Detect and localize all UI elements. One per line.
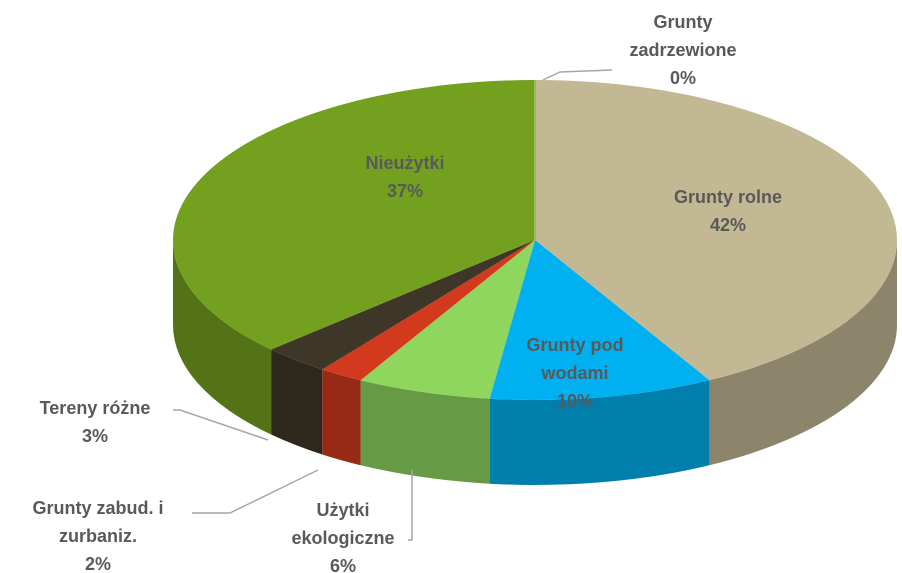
category-name: Tereny różne bbox=[39, 398, 151, 418]
category-name: Grunty pod wodami bbox=[526, 335, 624, 383]
slice-top bbox=[489, 240, 710, 400]
slice-side-face bbox=[322, 369, 361, 466]
data-label: Nieużytki 37% bbox=[325, 149, 485, 205]
slice-top bbox=[535, 80, 898, 381]
slice bbox=[271, 240, 535, 370]
category-name: Grunty zadrzewione bbox=[629, 12, 737, 60]
slice-side-face bbox=[271, 349, 323, 455]
slice-top bbox=[172, 80, 535, 350]
slice bbox=[360, 240, 535, 399]
value-label: 3% bbox=[81, 426, 108, 446]
slice-side-face bbox=[173, 240, 272, 435]
leader-lines bbox=[173, 69, 613, 541]
slice-side-face bbox=[489, 380, 710, 485]
value-label: 6% bbox=[329, 556, 356, 573]
slice-side bbox=[489, 380, 710, 485]
slice-side bbox=[271, 349, 323, 455]
slice bbox=[489, 240, 710, 400]
category-name: Grunty rolne bbox=[673, 187, 782, 207]
leader-line bbox=[408, 470, 413, 541]
slice-top bbox=[322, 240, 535, 381]
slice bbox=[172, 80, 535, 350]
slice-side bbox=[709, 240, 897, 466]
data-label: Użytki ekologiczne 6% bbox=[273, 496, 413, 573]
slice-side-face bbox=[360, 380, 490, 484]
value-label: 42% bbox=[709, 215, 747, 235]
leader-line bbox=[542, 69, 613, 81]
pie-sides bbox=[173, 240, 897, 485]
category-name: Nieużytki bbox=[365, 153, 445, 173]
slice bbox=[322, 240, 535, 381]
data-label: Grunty pod wodami 10% bbox=[500, 331, 650, 415]
slice-top bbox=[360, 240, 535, 399]
data-label: Grunty rolne 42% bbox=[618, 183, 838, 239]
slice-side bbox=[322, 369, 361, 466]
leader-line bbox=[192, 469, 319, 514]
pie-tops bbox=[172, 80, 898, 400]
slice-side bbox=[360, 380, 490, 484]
value-label: 10% bbox=[556, 391, 594, 411]
value-label: 2% bbox=[84, 554, 111, 573]
slice-top bbox=[271, 240, 535, 370]
category-name: Grunty zabud. i zurbaniz. bbox=[32, 498, 164, 546]
category-name: Użytki ekologiczne bbox=[291, 500, 395, 548]
data-label: Grunty zabud. i zurbaniz. 2% bbox=[8, 494, 188, 573]
data-label: Tereny różne 3% bbox=[5, 394, 185, 450]
value-label: 0% bbox=[669, 68, 696, 88]
leader-line bbox=[173, 409, 269, 441]
value-label: 37% bbox=[386, 181, 424, 201]
slice-side-face bbox=[709, 240, 897, 466]
data-label: Grunty zadrzewione 0% bbox=[618, 8, 748, 92]
slice-side bbox=[173, 240, 272, 435]
slice bbox=[535, 80, 898, 381]
